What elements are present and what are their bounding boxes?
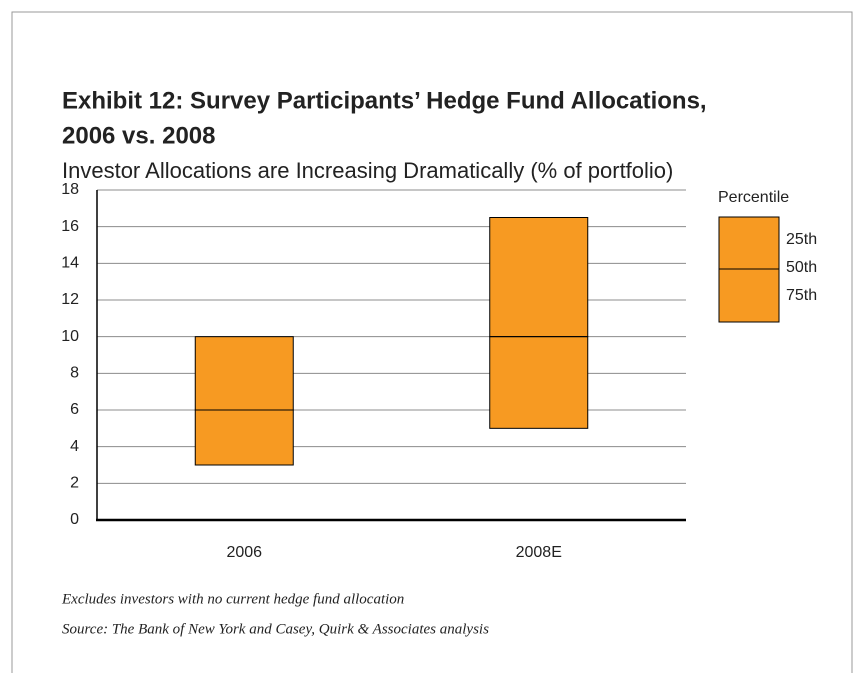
y-tick-label: 14 <box>61 255 79 272</box>
legend-label: 75th <box>786 287 817 304</box>
legend-label: 50th <box>786 259 817 276</box>
x-tick-label: 2006 <box>226 544 262 561</box>
legend-title: Percentile <box>718 189 789 206</box>
chart-title: 2006 vs. 2008 <box>62 122 215 149</box>
legend-label: 25th <box>786 231 817 248</box>
box-lower <box>489 336 589 429</box>
legend-swatch <box>718 268 780 323</box>
y-tick-label: 16 <box>61 218 79 235</box>
legend-swatch <box>718 216 780 270</box>
y-tick-label: 4 <box>70 438 79 455</box>
chart-title: Exhibit 12: Survey Participants’ Hedge F… <box>62 87 707 114</box>
y-tick-label: 6 <box>70 401 79 418</box>
box-upper <box>194 336 294 411</box>
y-tick-label: 10 <box>61 328 79 345</box>
y-tick-label: 12 <box>61 291 79 308</box>
box-lower <box>194 409 294 466</box>
y-tick-label: 18 <box>61 181 79 198</box>
footnote: Excludes investors with no current hedge… <box>61 591 404 607</box>
y-tick-label: 8 <box>70 365 79 382</box>
frame <box>11 11 853 673</box>
footnote: Source: The Bank of New York and Casey, … <box>62 621 489 637</box>
y-tick-label: 2 <box>70 475 79 492</box>
x-tick-label: 2008E <box>516 544 562 561</box>
box-upper <box>489 217 589 338</box>
chart-subtitle: Investor Allocations are Increasing Dram… <box>62 158 673 183</box>
y-tick-label: 0 <box>70 511 79 528</box>
